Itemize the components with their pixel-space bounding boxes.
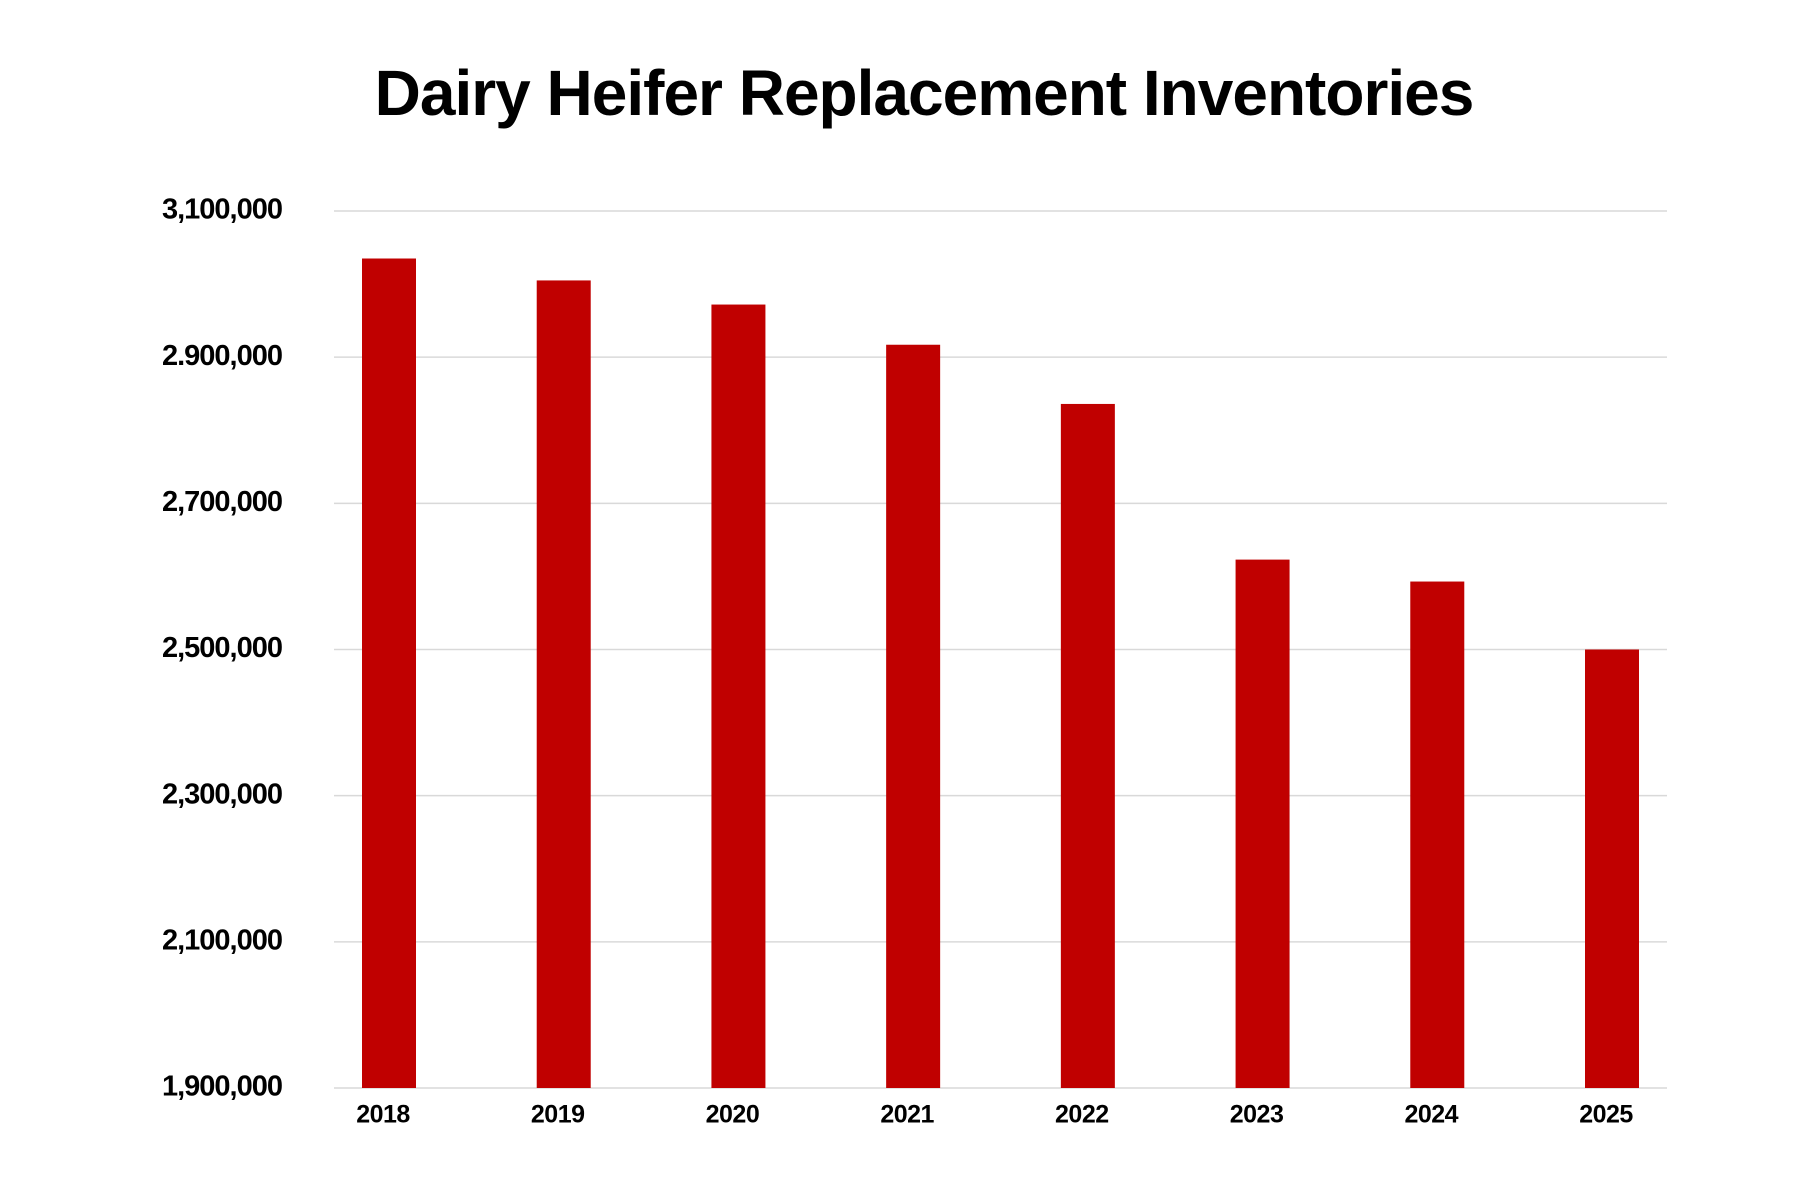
y-tick-label: 3,100,000 <box>162 194 282 226</box>
bar <box>1585 649 1639 1088</box>
x-tick-label: 2018 <box>356 1101 410 1129</box>
x-tick-label: 2025 <box>1579 1101 1633 1129</box>
bar <box>711 304 766 1089</box>
y-tick-label: 2,300,000 <box>162 778 282 810</box>
bar <box>1060 403 1115 1088</box>
x-tick-label: 2020 <box>706 1101 760 1129</box>
bar <box>1235 559 1290 1088</box>
y-tick-label: 2.900,000 <box>162 340 282 372</box>
bar <box>1410 581 1465 1088</box>
bar <box>886 344 941 1088</box>
x-tick-label: 2022 <box>1055 1101 1109 1129</box>
y-tick-label: 2,500,000 <box>162 632 282 664</box>
x-tick-label: 2024 <box>1404 1101 1458 1129</box>
x-tick-label: 2019 <box>531 1101 585 1129</box>
chart-title: Dairy Heifer Replacement Inventories <box>375 57 1474 129</box>
x-tick-label: 2023 <box>1230 1101 1284 1129</box>
x-tick-label: 2021 <box>880 1101 934 1129</box>
y-tick-label: 1,900,000 <box>162 1071 282 1103</box>
bar <box>362 258 416 1089</box>
bar <box>536 280 591 1088</box>
y-tick-label: 2,700,000 <box>162 486 282 518</box>
y-tick-label: 2,100,000 <box>162 924 282 956</box>
